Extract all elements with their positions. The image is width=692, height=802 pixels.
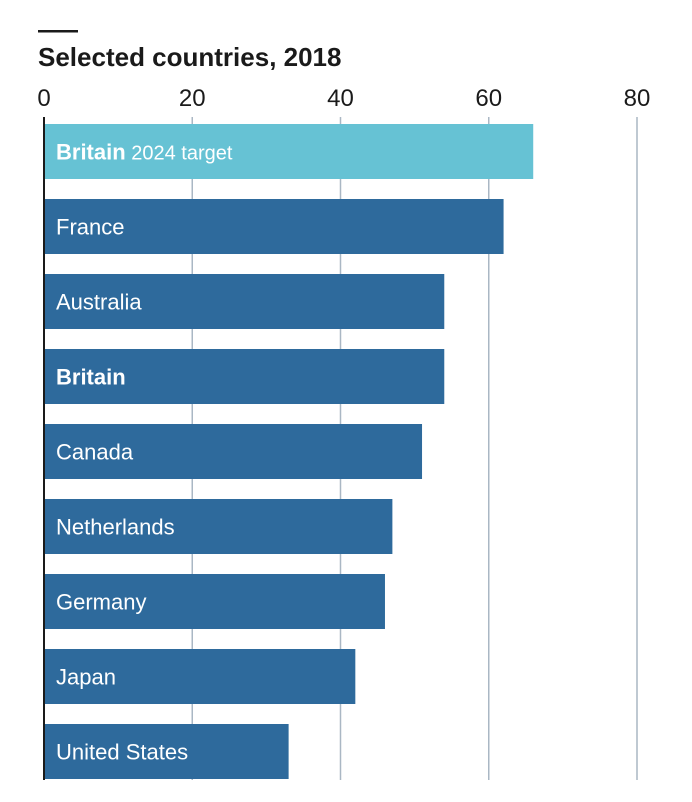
bar-labels: Britain 2024 target France Australia Britai… [56, 140, 233, 765]
bar-label-text: 2024 target [126, 143, 233, 165]
x-tick-labels: 0 20 40 60 80 [37, 85, 650, 112]
bar-label: Netherlands [56, 515, 175, 540]
bar-label-text: Australia [56, 290, 142, 315]
bar-label: Japan [56, 665, 116, 690]
x-tick-label: 20 [179, 85, 206, 112]
bar [44, 499, 393, 554]
bar-label-text: United States [56, 740, 188, 765]
bar-label: Britain [56, 365, 126, 390]
bar-label: Australia [56, 290, 142, 315]
bar-label-bold: Britain [56, 365, 126, 390]
x-tick-label: 40 [327, 85, 354, 112]
bar-label-text: France [56, 215, 124, 240]
x-tick-label: 0 [37, 85, 50, 112]
bar [44, 199, 504, 254]
bar-label-text: Canada [56, 440, 134, 465]
bar-label: Canada [56, 440, 134, 465]
bar [44, 724, 289, 779]
bar-label: France [56, 215, 124, 240]
bars [44, 124, 534, 779]
x-tick-label: 80 [624, 85, 651, 112]
bar-label-text: Germany [56, 590, 146, 615]
bar-label: United States [56, 740, 188, 765]
bar-label-text: Japan [56, 665, 116, 690]
bar-label-bold: Britain [56, 140, 126, 165]
bar [44, 574, 385, 629]
bar [44, 349, 445, 404]
bar [44, 649, 356, 704]
bar-label-text: Netherlands [56, 515, 175, 540]
bar [44, 124, 534, 179]
chart-title: Selected countries, 2018 [38, 42, 341, 72]
title-rule [38, 30, 78, 33]
bar [44, 274, 445, 329]
x-tick-label: 60 [475, 85, 502, 112]
bar [44, 424, 423, 479]
bar-label: Britain 2024 target [56, 140, 233, 165]
bar-label: Germany [56, 590, 146, 615]
